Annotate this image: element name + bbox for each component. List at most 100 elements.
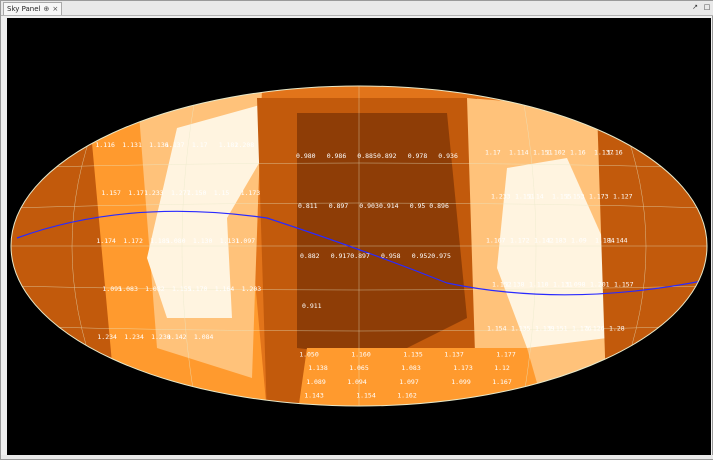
undock-icon[interactable]: ↗ [692, 3, 698, 11]
sky-value-label: 1.177 [496, 350, 516, 358]
sky-value-label: 1.17 [128, 189, 144, 197]
sky-value-label: 1.114 [509, 148, 529, 156]
sky-value-label: 1.234 [97, 333, 117, 341]
tab-sky-panel[interactable]: Sky Panel ⊕ × [3, 2, 63, 15]
band-right-white [497, 158, 607, 348]
sky-value-label: 1.201 [590, 280, 610, 288]
sky-value-label: 1.277 [171, 189, 191, 197]
sky-value-label: 1.142 [534, 236, 554, 244]
sky-value-label: 1.136 [149, 141, 169, 149]
sky-value-label: 1.150 [187, 189, 207, 197]
sky-value-label: 1.173 [241, 189, 261, 197]
sky-value-label: 1.089 [306, 378, 326, 386]
sky-value-label: 1.14 [528, 192, 544, 200]
sky-value-label: 1.170 [188, 285, 208, 293]
sky-value-label: 1.233 [491, 192, 511, 200]
sky-value-label: 1.083 [401, 364, 421, 372]
sky-value-label: 1.172 [510, 236, 530, 244]
sky-value-label: 1.233 [144, 189, 164, 197]
sky-value-label: 0.892 [377, 152, 397, 160]
sky-value-label: 1.083 [118, 285, 138, 293]
sky-value-label: 1.184 [595, 236, 615, 244]
sky-value-label: 1.16 [570, 148, 586, 156]
sky-value-label: 1.138 [308, 364, 328, 372]
status-bar [1, 455, 713, 459]
sky-value-label: 0.975 [431, 252, 451, 260]
sky-value-label: 1.102 [546, 148, 566, 156]
sky-value-label: 1.098 [566, 280, 586, 288]
sky-value-label: 1.135 [511, 324, 531, 332]
sky-value-label: 1.154 [356, 392, 376, 400]
sky-value-label: 0.978 [408, 152, 428, 160]
sky-value-label: 1.12 [494, 364, 510, 372]
sky-value-label: 1.208 [235, 141, 255, 149]
sky-value-label: 1.152 [492, 280, 512, 288]
sky-value-label: 1.082 [145, 285, 165, 293]
sky-value-label: 1.16 [607, 148, 623, 156]
sky-value-label: 1.130 [193, 237, 213, 245]
sky-value-label: 1.126 [585, 324, 605, 332]
sky-value-label: 1.155 [552, 192, 572, 200]
sky-value-label: 0.986 [327, 152, 347, 160]
sky-value-label: 1.183 [547, 236, 567, 244]
sky-value-label: 1.17 [485, 148, 501, 156]
sky-value-label: 1.234 [124, 333, 144, 341]
sky-value-label: 1.15 [214, 189, 230, 197]
maximize-icon[interactable]: □ [703, 3, 711, 11]
sky-value-label: 1.153 [565, 192, 585, 200]
pin-icon[interactable]: ⊕ [43, 5, 50, 13]
sky-value-label: 0.897 [350, 252, 370, 260]
sky-value-label: 1.203 [242, 285, 262, 293]
sky-value-label: 1.094 [347, 378, 367, 386]
sky-value-label: 1.162 [397, 392, 417, 400]
sky-value-label: 1.143 [304, 392, 324, 400]
sky-value-label: 1.131 [220, 237, 240, 245]
sky-value-label: 1.164 [215, 285, 235, 293]
sky-value-label: 1.151 [548, 324, 568, 332]
sky-value-label: 1.157 [614, 280, 634, 288]
sky-value-label: 1.131 [553, 280, 573, 288]
sky-value-label: 0.952 [412, 252, 432, 260]
sky-value-label: 1.097 [399, 378, 419, 386]
projection-outline [10, 85, 708, 407]
sky-value-label: 1.139 [535, 324, 555, 332]
sky-value-label: 1.174 [96, 237, 116, 245]
sky-value-label: 1.167 [492, 378, 512, 386]
sky-value-label: 1.131 [122, 141, 142, 149]
close-icon[interactable]: × [52, 5, 59, 13]
sky-value-label: 1.138 [505, 280, 525, 288]
band-left-white [147, 103, 267, 318]
sky-canvas[interactable]: 1.116 1.131 1.136 1.137 1.17 1.182 1.208 1.157 1… [7, 18, 711, 456]
ecliptic-curve [16, 210, 707, 296]
sky-value-label: 0.980 [296, 152, 316, 160]
sky-value-label: 1.28 [609, 324, 625, 332]
sky-value-label: 0.885 [357, 152, 377, 160]
sky-value-label: 1.167 [486, 236, 506, 244]
tab-bar: Sky Panel ⊕ × ↗ □ [1, 1, 713, 16]
sky-value-label: 0.917 [331, 252, 351, 260]
sky-value-label: 0.958 [381, 252, 401, 260]
sky-value-label: 0.911 [302, 302, 322, 310]
sky-value-label: 1.157 [101, 189, 121, 197]
sky-value-label: 0.897 [329, 202, 349, 210]
sky-value-label: 1.099 [451, 378, 471, 386]
sky-value-label: 1.097 [236, 237, 256, 245]
sky-value-label: 1.176 [572, 324, 592, 332]
sky-value-label: 1.173 [453, 364, 473, 372]
sky-value-label: 1.160 [351, 350, 371, 358]
sky-value-label: 1.154 [487, 324, 507, 332]
sky-value-label: 1.17 [192, 141, 208, 149]
grid-lines [11, 86, 707, 406]
sky-value-label: 0.936 [438, 152, 458, 160]
sky-value-label: 1.09 [571, 236, 587, 244]
sky-value-label: 1.095 [102, 285, 122, 293]
sky-value-label: 0.896 [429, 202, 449, 210]
sky-value-label: 1.084 [194, 333, 214, 341]
sky-value-label: 1.172 [123, 237, 143, 245]
sky-value-label: 0.914 [379, 202, 399, 210]
sky-value-label: 1.230 [151, 333, 171, 341]
sky-value-label: 1.185 [150, 237, 170, 245]
sky-value-label: 0.95 [410, 202, 426, 210]
